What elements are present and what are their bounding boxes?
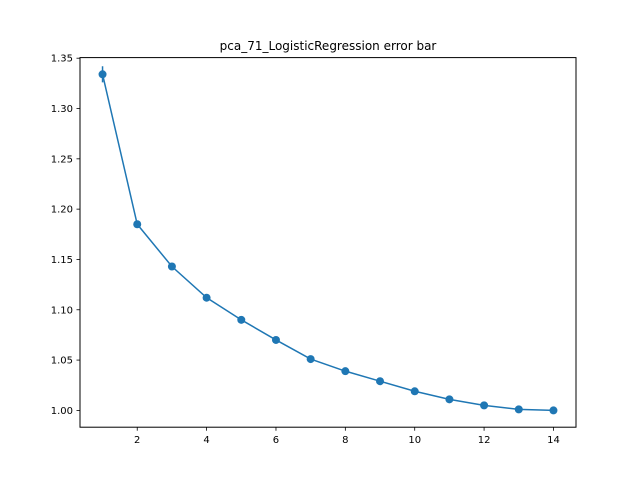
- y-tick-label: 1.15: [51, 255, 73, 266]
- chart-title: pca_71_LogisticRegression error bar: [220, 39, 437, 53]
- data-point: [167, 262, 176, 271]
- data-point: [445, 395, 454, 404]
- data-point: [480, 401, 489, 410]
- x-tick-label: 12: [478, 435, 491, 446]
- data-point: [306, 355, 315, 364]
- axes-frame: [79, 57, 577, 428]
- data-point: [549, 406, 558, 415]
- y-tick-label: 1.35: [51, 54, 73, 65]
- data-point: [98, 70, 107, 79]
- x-tick-label: 6: [273, 435, 279, 446]
- data-point: [341, 367, 350, 376]
- y-tick-label: 1.00: [51, 406, 73, 417]
- data-point: [202, 293, 211, 302]
- y-tick-label: 1.25: [51, 154, 73, 165]
- x-tick-label: 10: [408, 435, 421, 446]
- data-point: [410, 387, 419, 396]
- y-tick-label: 1.05: [51, 356, 73, 367]
- data-point: [237, 315, 246, 324]
- data-point: [376, 377, 385, 386]
- y-tick-label: 1.10: [51, 305, 73, 316]
- data-point: [271, 335, 280, 344]
- x-tick-label: 2: [134, 435, 140, 446]
- data-point: [514, 405, 523, 414]
- x-tick-label: 14: [547, 435, 560, 446]
- x-tick-label: 8: [342, 435, 348, 446]
- y-tick-label: 1.30: [51, 104, 73, 115]
- y-tick-label: 1.20: [51, 205, 73, 216]
- data-point: [133, 220, 142, 229]
- series-line: [101, 74, 554, 412]
- x-tick-label: 4: [203, 435, 209, 446]
- plot-area: 2 4 6 8 10 12 14 1.00 1.05 1.10 1.15 1.20 1.25 1.30 1.…: [51, 54, 560, 446]
